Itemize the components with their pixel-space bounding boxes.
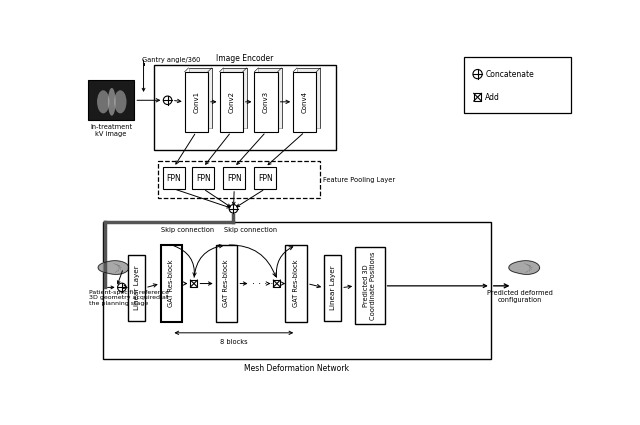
FancyBboxPatch shape xyxy=(223,68,246,128)
Text: Conv3: Conv3 xyxy=(263,91,269,113)
Polygon shape xyxy=(509,261,540,275)
Text: FPN: FPN xyxy=(258,173,273,183)
FancyBboxPatch shape xyxy=(285,245,307,322)
Text: Linear Layer: Linear Layer xyxy=(134,265,140,310)
Ellipse shape xyxy=(108,88,116,116)
Text: FPN: FPN xyxy=(227,173,242,183)
Ellipse shape xyxy=(97,90,109,113)
Text: Skip connection: Skip connection xyxy=(225,227,278,232)
Text: Add: Add xyxy=(485,93,500,102)
FancyBboxPatch shape xyxy=(297,68,320,128)
FancyBboxPatch shape xyxy=(220,72,243,132)
Text: Feature Pooling Layer: Feature Pooling Layer xyxy=(323,177,396,183)
FancyBboxPatch shape xyxy=(193,167,214,189)
FancyBboxPatch shape xyxy=(293,72,316,132)
FancyBboxPatch shape xyxy=(223,167,245,189)
FancyBboxPatch shape xyxy=(259,68,282,128)
Text: Patient-specific reference
3D geometry acquired at
the planning stage: Patient-specific reference 3D geometry a… xyxy=(90,290,170,306)
FancyBboxPatch shape xyxy=(103,222,491,359)
Text: Mesh Deformation Network: Mesh Deformation Network xyxy=(244,364,349,374)
Text: GAT Res-block: GAT Res-block xyxy=(223,260,230,307)
Ellipse shape xyxy=(114,90,127,113)
FancyBboxPatch shape xyxy=(154,65,336,150)
FancyBboxPatch shape xyxy=(254,72,278,132)
Text: Conv1: Conv1 xyxy=(193,91,199,113)
FancyBboxPatch shape xyxy=(463,57,571,113)
Bar xyxy=(191,280,197,287)
FancyBboxPatch shape xyxy=(128,255,145,320)
FancyBboxPatch shape xyxy=(324,255,341,320)
Text: Conv2: Conv2 xyxy=(228,91,234,113)
Text: Image Encoder: Image Encoder xyxy=(216,54,273,62)
Text: FPN: FPN xyxy=(196,173,211,183)
Text: Concatenate: Concatenate xyxy=(485,70,534,79)
FancyBboxPatch shape xyxy=(355,247,385,324)
Text: 8 blocks: 8 blocks xyxy=(220,339,248,345)
FancyBboxPatch shape xyxy=(157,161,320,198)
Text: GAT Res-block: GAT Res-block xyxy=(293,260,300,307)
Text: Conv4: Conv4 xyxy=(301,91,308,113)
Text: Linear Layer: Linear Layer xyxy=(330,265,335,310)
FancyBboxPatch shape xyxy=(161,245,182,322)
Text: In-treatment
kV image: In-treatment kV image xyxy=(90,124,132,137)
Text: · · · ·: · · · · xyxy=(252,278,273,289)
Polygon shape xyxy=(98,261,129,275)
FancyBboxPatch shape xyxy=(216,245,237,322)
FancyBboxPatch shape xyxy=(254,167,276,189)
Text: FPN: FPN xyxy=(166,173,181,183)
Text: Predicted 3D
Coordinate Positions: Predicted 3D Coordinate Positions xyxy=(364,252,376,320)
FancyBboxPatch shape xyxy=(189,68,212,128)
Text: GAT Res-block: GAT Res-block xyxy=(168,260,175,307)
Text: Skip connection: Skip connection xyxy=(161,227,214,232)
Bar xyxy=(474,94,481,101)
FancyBboxPatch shape xyxy=(163,167,184,189)
FancyBboxPatch shape xyxy=(184,72,208,132)
Bar xyxy=(273,280,280,287)
FancyBboxPatch shape xyxy=(88,80,134,120)
Text: Predicted deformed
configuration: Predicted deformed configuration xyxy=(487,290,553,303)
Text: Gantry angle/360: Gantry angle/360 xyxy=(142,57,200,63)
